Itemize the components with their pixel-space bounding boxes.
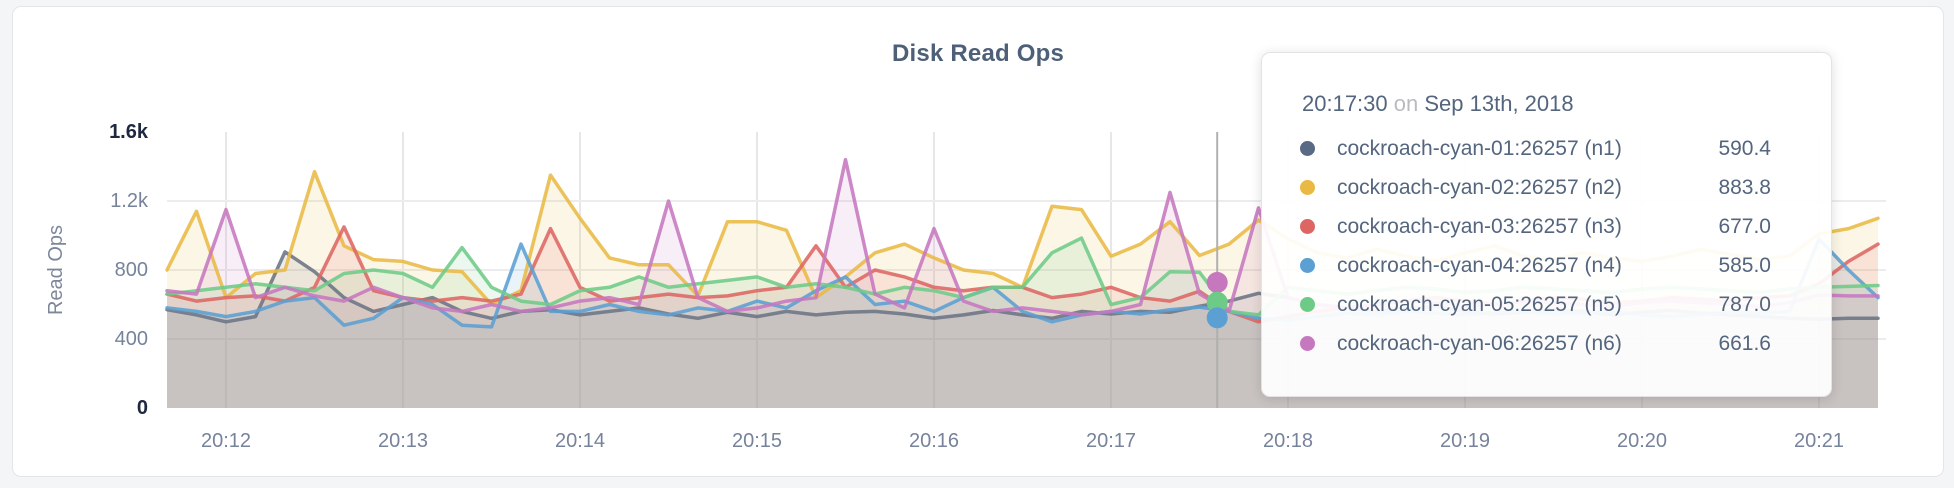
tooltip-time: 20:17:30	[1302, 91, 1388, 116]
x-tick-label: 20:19	[1439, 430, 1491, 452]
series-name: cockroach-cyan-04:26257 (n4)	[1337, 253, 1622, 277]
series-color-dot-icon	[1300, 297, 1315, 312]
x-tick-label: 20:20	[1616, 430, 1668, 452]
y-tick-label: 1.6k	[109, 121, 148, 143]
series-value: 883.8	[1718, 175, 1771, 199]
chart-tooltip: 20:17:30 on Sep 13th, 2018 cockroach-cya…	[1261, 52, 1832, 397]
hover-dot	[1206, 291, 1228, 313]
series-name: cockroach-cyan-03:26257 (n3)	[1337, 214, 1622, 238]
x-tick-label: 20:15	[731, 430, 783, 452]
series-name: cockroach-cyan-01:26257 (n1)	[1337, 136, 1622, 160]
series-color-dot-icon	[1300, 336, 1315, 351]
x-tick-label: 20:17	[1085, 430, 1137, 452]
y-tick-label: 400	[114, 328, 148, 350]
hover-dot	[1206, 307, 1228, 329]
tooltip-header: 20:17:30 on Sep 13th, 2018	[1300, 91, 1771, 117]
x-tick-label: 20:12	[200, 430, 252, 452]
series-value: 590.4	[1718, 136, 1771, 160]
series-color-dot-icon	[1300, 258, 1315, 273]
y-tick-label: 1.2k	[110, 190, 148, 212]
x-tick-label: 20:13	[377, 430, 429, 452]
x-tick-label: 20:18	[1262, 430, 1314, 452]
tooltip-row: cockroach-cyan-05:26257 (n5) 787.0	[1300, 285, 1771, 324]
series-color-dot-icon	[1300, 180, 1315, 195]
series-value: 661.6	[1718, 331, 1771, 355]
series-color-dot-icon	[1300, 219, 1315, 234]
series-name: cockroach-cyan-02:26257 (n2)	[1337, 175, 1622, 199]
hover-dot	[1206, 271, 1228, 293]
tooltip-row: cockroach-cyan-04:26257 (n4) 585.0	[1300, 246, 1771, 285]
tooltip-row: cockroach-cyan-03:26257 (n3) 677.0	[1300, 207, 1771, 246]
tooltip-date: Sep 13th, 2018	[1424, 91, 1574, 116]
x-tick-label: 20:14	[554, 430, 606, 452]
x-tick-label: 20:21	[1793, 430, 1845, 452]
tooltip-row: cockroach-cyan-02:26257 (n2) 883.8	[1300, 168, 1771, 207]
chart-title: Disk Read Ops	[892, 40, 1064, 67]
tooltip-row: cockroach-cyan-06:26257 (n6) 661.6	[1300, 324, 1771, 363]
series-value: 677.0	[1718, 214, 1771, 238]
series-value: 787.0	[1718, 292, 1771, 316]
tooltip-conjunction: on	[1393, 91, 1419, 116]
y-tick-label: 800	[114, 259, 148, 281]
tooltip-row: cockroach-cyan-01:26257 (n1) 590.4	[1300, 129, 1771, 168]
series-name: cockroach-cyan-06:26257 (n6)	[1337, 331, 1622, 355]
series-name: cockroach-cyan-05:26257 (n5)	[1337, 292, 1622, 316]
series-color-dot-icon	[1300, 141, 1315, 156]
series-value: 585.0	[1718, 253, 1771, 277]
x-tick-label: 20:16	[908, 430, 960, 452]
tooltip-rows: cockroach-cyan-01:26257 (n1) 590.4 cockroa…	[1300, 129, 1771, 363]
y-tick-label: 0	[136, 397, 148, 419]
